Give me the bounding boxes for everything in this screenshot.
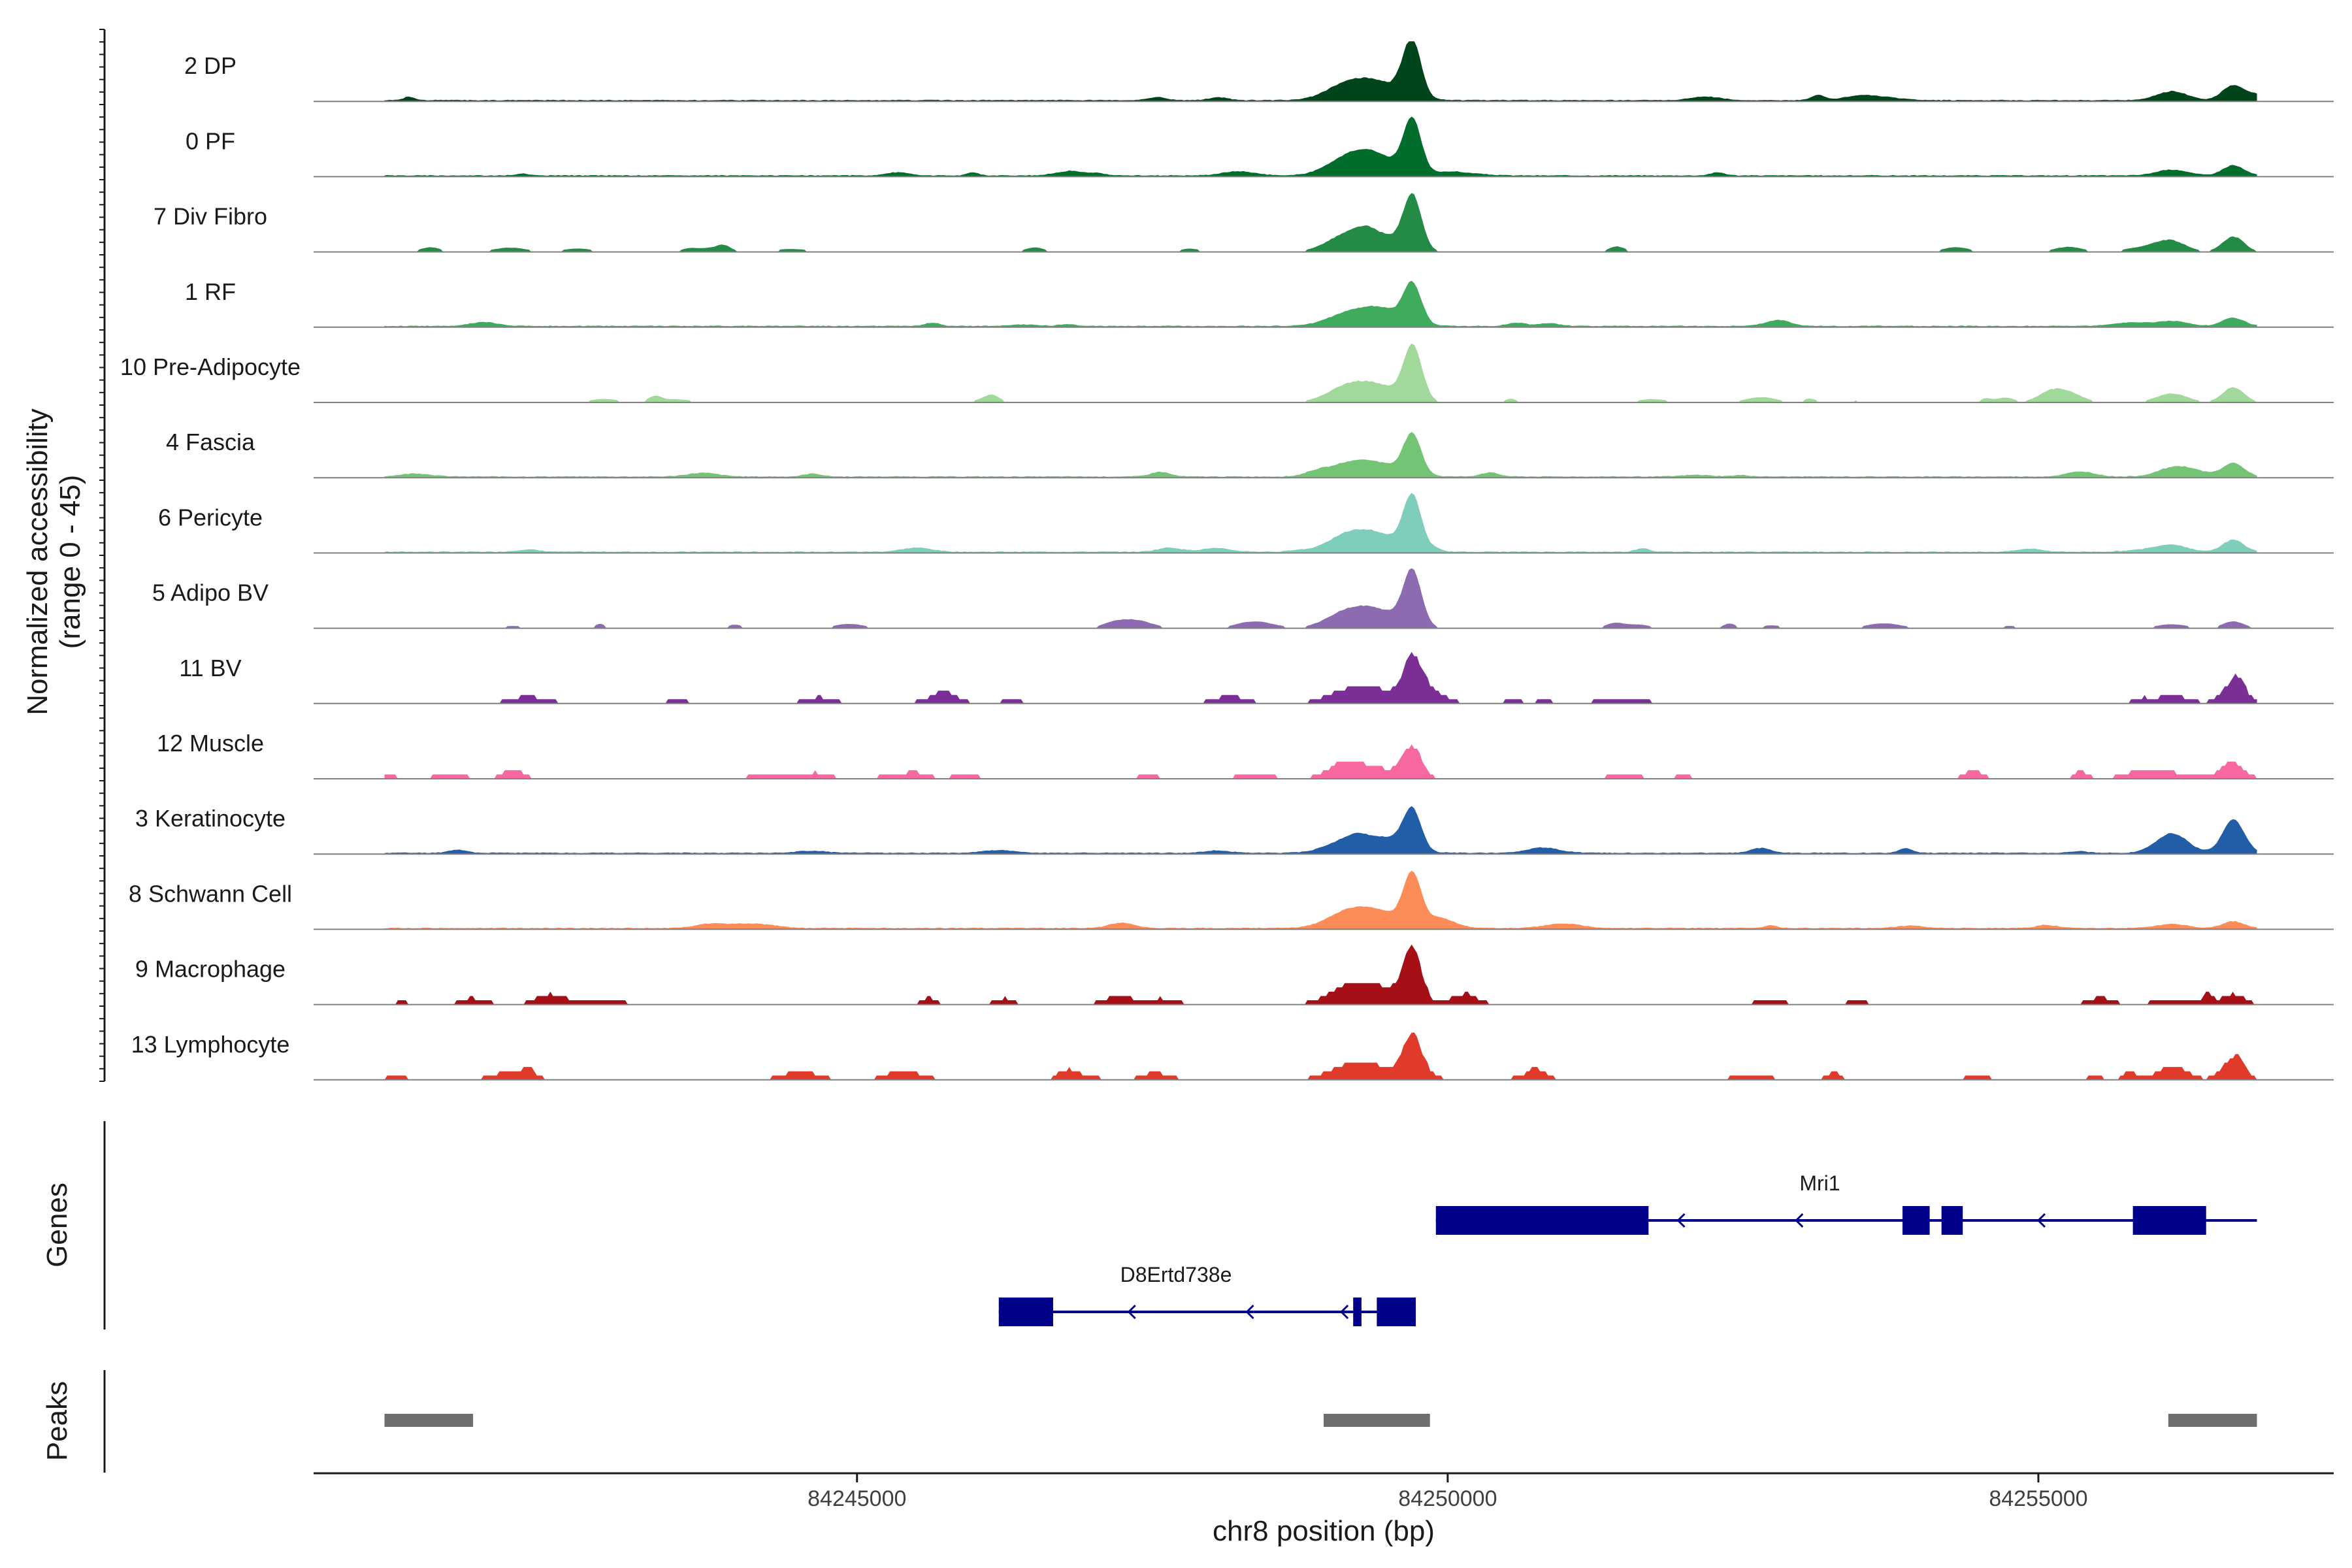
accessibility-axis <box>99 29 106 1082</box>
track-label-12: 9 Macrophage <box>135 956 286 983</box>
coverage-area-11 <box>384 870 2257 930</box>
coverage-area-4 <box>384 343 2257 402</box>
peaks-panel-title: Peaks <box>41 1381 73 1461</box>
track-label-11: 8 Schwann Cell <box>129 880 292 907</box>
exon-1-1 <box>1353 1298 1362 1326</box>
strand-arrow-1-0 <box>1127 1304 1136 1320</box>
peak-bar-1 <box>1324 1414 1430 1427</box>
accessibility-axis-title-line1: Normalized accessibility <box>22 408 54 715</box>
accessibility-axis-title-line2: (range 0 - 45) <box>54 475 86 649</box>
x-tick-label-2: 84255000 <box>1989 1486 2087 1511</box>
coverage-area-3 <box>384 280 2257 327</box>
exon-1-0 <box>998 1298 1053 1326</box>
track-label-6: 6 Pericyte <box>158 504 263 531</box>
coverage-area-5 <box>384 432 2257 478</box>
exon-0-0 <box>1435 1206 1649 1235</box>
strand-arrow-0-2 <box>2036 1213 2046 1228</box>
x-tick-label-1: 84250000 <box>1398 1486 1497 1511</box>
coverage-area-0 <box>384 41 2257 102</box>
x-axis-ticks: 84245000 84250000 84255000 <box>808 1473 2088 1511</box>
track-label-3: 1 RF <box>185 278 236 305</box>
track-label-0: 2 DP <box>184 52 237 79</box>
track-label-7: 5 Adipo BV <box>152 580 269 606</box>
track-label-5: 4 Fascia <box>166 429 255 455</box>
coverage-area-6 <box>384 493 2257 553</box>
peak-bar-2 <box>2168 1414 2257 1427</box>
coverage-area-13 <box>384 1032 2257 1080</box>
coverage-area-12 <box>384 944 2257 1005</box>
track-label-1: 0 PF <box>186 127 235 154</box>
strand-arrow-0-1 <box>1795 1213 1804 1228</box>
track-label-13: 13 Lymphocyte <box>131 1031 290 1058</box>
genes-panel-title: Genes <box>41 1183 73 1267</box>
strand-arrow-1-2 <box>1339 1304 1349 1320</box>
strand-arrow-0-0 <box>1676 1213 1686 1228</box>
coverage-area-10 <box>384 806 2257 855</box>
coverage-area-9 <box>384 744 2257 779</box>
exon-0-1 <box>1903 1206 1930 1235</box>
track-label-2: 7 Div Fibro <box>154 203 267 230</box>
gene-name-1: D8Ertd738e <box>1120 1263 1232 1286</box>
track-label-10: 3 Keratinocyte <box>135 805 286 832</box>
gene-annotations: Mri1 D8Ertd738e <box>998 1171 2257 1326</box>
strand-arrow-1-1 <box>1245 1304 1254 1320</box>
track-label-8: 11 BV <box>179 655 241 681</box>
exon-1-2 <box>1377 1298 1416 1326</box>
coverage-tracks: 2 DP 0 PF 7 Div Fibro 1 RF 10 Pre-Adipocyte 4… <box>120 41 2334 1081</box>
exon-0-2 <box>1941 1206 1963 1235</box>
peak-bar-0 <box>384 1414 474 1427</box>
x-axis-title: chr8 position (bp) <box>1213 1515 1435 1547</box>
exon-0-3 <box>2132 1206 2206 1235</box>
track-label-4: 10 Pre-Adipocyte <box>120 353 301 380</box>
peak-regions <box>384 1414 2257 1427</box>
gene-name-0: Mri1 <box>1799 1171 1840 1195</box>
coverage-area-1 <box>384 116 2257 177</box>
coverage-area-2 <box>384 193 2257 252</box>
coverage-area-7 <box>384 568 2257 629</box>
coverage-area-8 <box>384 651 2257 704</box>
track-label-9: 12 Muscle <box>157 730 264 757</box>
x-tick-label-0: 84245000 <box>808 1486 906 1511</box>
